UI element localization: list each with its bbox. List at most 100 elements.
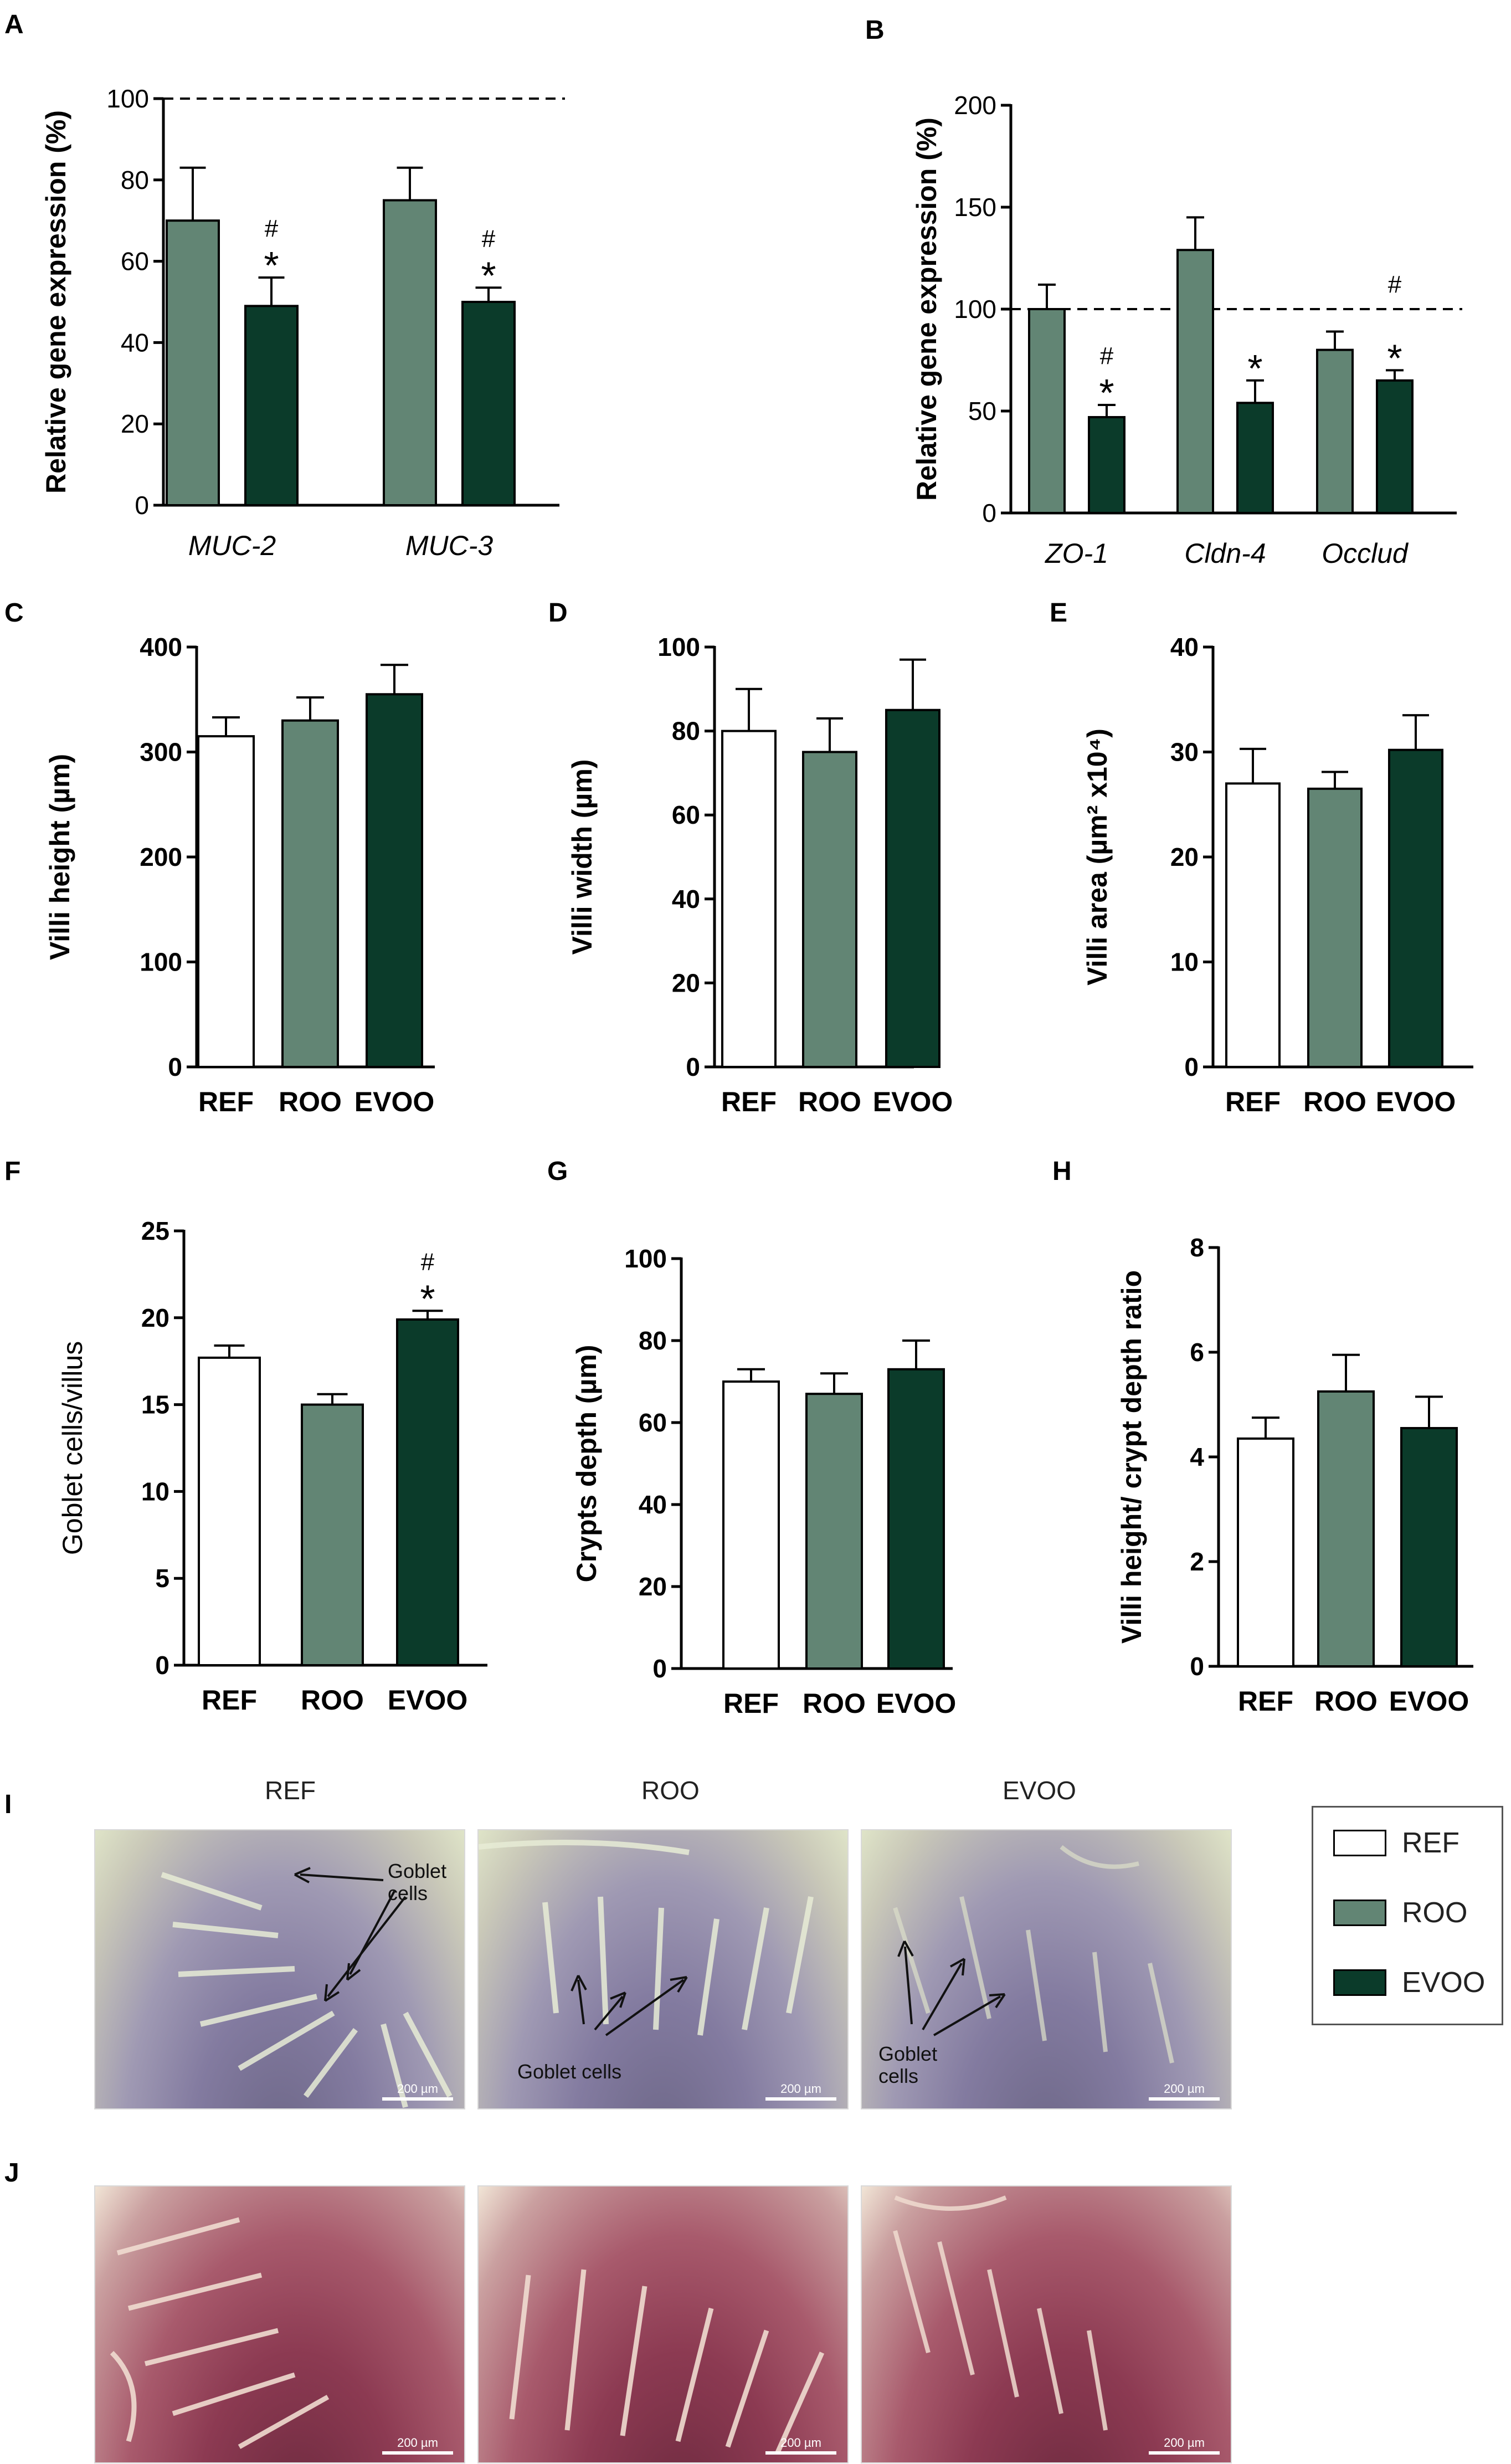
- scale-bar-label: 200 µm: [397, 2436, 438, 2450]
- chart-panel-f: F 0 5 10 15 20 25 Goblet cells/villus REF ROO EVOO…: [4, 1157, 487, 1716]
- y-tick-label: 80: [121, 166, 149, 194]
- y-tick-label: 5: [155, 1564, 169, 1593]
- scale-bar: 200 µm: [1149, 2436, 1220, 2455]
- scale-bar: 200 µm: [765, 2082, 836, 2101]
- significance-hash: #: [265, 215, 279, 242]
- y-tick-label: 200: [954, 91, 996, 120]
- panel-letter-j: J: [4, 2158, 19, 2188]
- scale-bar-label: 200 µm: [780, 2082, 821, 2096]
- bar-evoo: [885, 709, 940, 1068]
- y-tick-label: 4: [1190, 1443, 1204, 1471]
- x-tick-label: EVOO: [1389, 1686, 1469, 1717]
- legend-item-evoo: EVOO: [1333, 1966, 1485, 1999]
- x-tick-label: Occlud: [1322, 538, 1409, 569]
- y-tick-label: 40: [672, 885, 700, 913]
- bar-evoo: [887, 1368, 945, 1670]
- y-tick-label: 0: [1190, 1652, 1204, 1681]
- micrograph-j-evoo: 200 µm: [861, 2185, 1232, 2463]
- significance-hash: #: [1100, 342, 1114, 369]
- x-tick-label: MUC-2: [188, 530, 276, 561]
- significance-star: *: [1247, 347, 1262, 390]
- y-tick-label: 50: [968, 397, 996, 425]
- x-tick-label: ROO: [803, 1688, 866, 1719]
- bar-evoo: [1388, 748, 1443, 1068]
- chart-panel-h: H 0 2 4 6 8 Villi height/ crypt depth ratio REF…: [1052, 1157, 1473, 1717]
- y-axis-label: Goblet cells/villus: [57, 1341, 88, 1555]
- x-tick-label: ZO-1: [1045, 538, 1108, 569]
- bar-ref: [198, 1356, 261, 1666]
- panel-letter: A: [4, 10, 24, 39]
- micrograph-title-evoo: EVOO: [1003, 1776, 1076, 1805]
- y-tick-label: 200: [140, 843, 182, 871]
- significance-hash: #: [482, 225, 496, 252]
- y-tick-label: 30: [1170, 738, 1199, 767]
- y-tick-label: 100: [140, 948, 182, 977]
- micrograph-title-ref: REF: [265, 1776, 316, 1805]
- panel-letter: B: [865, 16, 885, 45]
- bar-evoo: [1088, 416, 1125, 514]
- x-tick-label: REF: [723, 1688, 779, 1719]
- y-tick-label: 100: [624, 1244, 667, 1273]
- y-tick-label: 400: [140, 633, 182, 661]
- x-tick-label: EVOO: [873, 1086, 953, 1117]
- y-axis-label: Villi height (µm): [44, 754, 75, 960]
- scale-bar: 200 µm: [1149, 2082, 1220, 2101]
- significance-star: *: [481, 254, 496, 297]
- scale-bar-label: 200 µm: [397, 2082, 438, 2096]
- villi-pattern: [893, 1845, 1174, 2063]
- y-tick-label: 2: [1190, 1547, 1204, 1576]
- panel-letter: E: [1050, 598, 1067, 628]
- bar-ref: [1225, 782, 1281, 1068]
- y-tick-label: 0: [1184, 1053, 1199, 1081]
- x-tick-label: EVOO: [876, 1688, 956, 1719]
- legend-label-ref: REF: [1402, 1827, 1459, 1859]
- y-tick-label: 40: [639, 1490, 667, 1519]
- y-tick-label: 150: [954, 193, 996, 222]
- x-tick-label: ROO: [279, 1086, 342, 1117]
- y-tick-label: 20: [121, 409, 149, 438]
- y-tick-label: 0: [982, 499, 996, 527]
- scale-bar-label: 200 µm: [780, 2436, 821, 2450]
- micrograph-j-ref: 200 µm: [94, 2185, 465, 2463]
- villi-pattern: [110, 2217, 330, 2449]
- bar-roo: [805, 1393, 863, 1670]
- panel-letter-i: I: [4, 1790, 12, 1819]
- bar-roo: [1317, 1390, 1375, 1667]
- chart-panel-a: A 0 20 40 60 80 100 Relative gene expression (%…: [4, 10, 565, 561]
- legend-item-roo: ROO: [1333, 1896, 1467, 1929]
- panel-letter: H: [1052, 1157, 1072, 1186]
- bar-ref: [197, 735, 255, 1068]
- y-axis-label: Villi height/ crypt depth ratio: [1116, 1270, 1147, 1644]
- y-tick-label: 80: [639, 1326, 667, 1355]
- micrograph-title-roo: ROO: [641, 1776, 700, 1805]
- scale-bar: 200 µm: [765, 2436, 836, 2455]
- y-tick-label: 0: [135, 491, 149, 520]
- y-tick-label: 15: [141, 1390, 169, 1419]
- y-tick-label: 40: [1170, 633, 1199, 661]
- panel-letter: F: [4, 1157, 20, 1186]
- chart-panel-c: C 0 100 200 300 400 Villi height (µm) REF ROO EVO…: [4, 598, 435, 1117]
- chart-panel-e: E 0 10 20 30 40 Villi area (µm² x10⁴) REF ROO EVO…: [1050, 598, 1473, 1117]
- legend-swatch-ref: [1333, 1830, 1386, 1856]
- chart-panel-b: B 0 50 100 150 200 Relative gene expression (%…: [865, 16, 1462, 569]
- y-tick-label: 100: [657, 633, 700, 661]
- bar-roo: [281, 719, 339, 1068]
- bar-evoo: [1236, 402, 1274, 515]
- y-tick-label: 60: [672, 800, 700, 829]
- y-tick-label: 10: [141, 1477, 169, 1506]
- y-tick-label: 6: [1190, 1338, 1204, 1367]
- micrograph-i-roo: Goblet cells 200 µm: [477, 1829, 849, 2109]
- chart-panel-d: D 0 20 40 60 80 100 Villi width (µm) REF ROO EVOO: [548, 598, 953, 1117]
- scale-bar-label: 200 µm: [1164, 2082, 1205, 2096]
- bar-roo: [1028, 308, 1066, 514]
- x-tick-label: REF: [198, 1086, 254, 1117]
- legend-label-roo: ROO: [1402, 1897, 1468, 1929]
- x-tick-label: REF: [1238, 1686, 1293, 1717]
- bar-evoo: [1400, 1427, 1458, 1667]
- legend-swatch-evoo: [1333, 1969, 1386, 1996]
- significance-star: *: [1099, 371, 1114, 414]
- bar-ref: [722, 1380, 780, 1670]
- villi-pattern: [509, 2269, 825, 2453]
- significance-hash: #: [421, 1248, 435, 1275]
- x-tick-label: MUC-3: [405, 530, 494, 561]
